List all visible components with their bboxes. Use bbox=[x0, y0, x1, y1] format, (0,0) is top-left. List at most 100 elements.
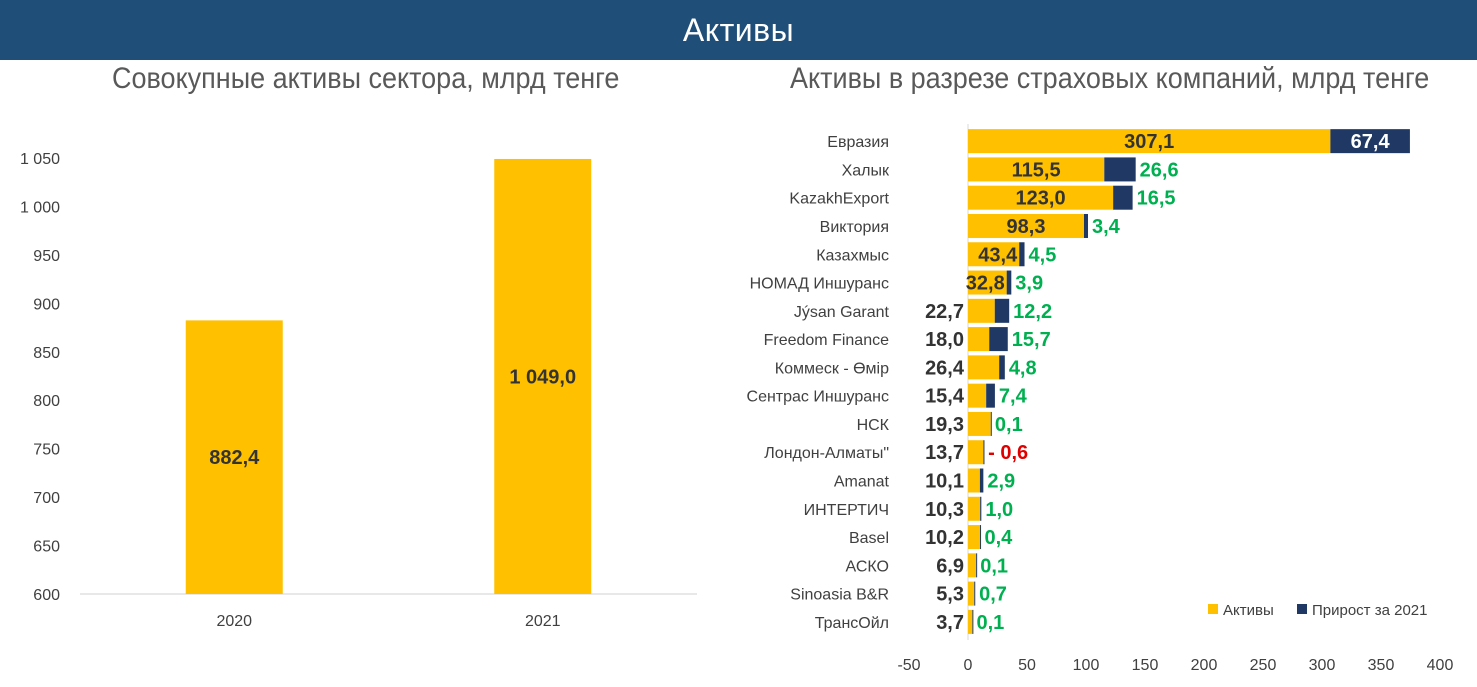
assets-bar bbox=[968, 129, 1331, 154]
company-label: Freedom Finance bbox=[764, 332, 889, 349]
y-tick-label: 700 bbox=[33, 490, 60, 507]
x-tick-label: 300 bbox=[1309, 657, 1336, 674]
growth-value-label: 7,4 bbox=[999, 386, 1028, 408]
growth-bar bbox=[1113, 185, 1133, 210]
x-tick-label: 100 bbox=[1073, 657, 1100, 674]
assets-bar bbox=[968, 440, 985, 465]
total-assets-chart: 600 650 700 750 800 850 900 950 1 000 1 050 882,4 2… bbox=[20, 151, 697, 630]
growth-value-label: 0,1 bbox=[976, 612, 1004, 634]
y-tick-label: 850 bbox=[33, 345, 60, 362]
growth-bar bbox=[980, 525, 982, 550]
growth-bar bbox=[989, 327, 1008, 352]
growth-value-label: 0,4 bbox=[985, 527, 1014, 549]
growth-bar bbox=[1083, 213, 1089, 238]
x-tick-label: 2021 bbox=[525, 613, 561, 630]
company-label: Коммеск - Өмір bbox=[775, 360, 889, 377]
assets-value-label: 5,3 bbox=[936, 584, 964, 606]
growth-value-label: 26,6 bbox=[1140, 159, 1179, 181]
growth-value-label: 1,0 bbox=[985, 499, 1013, 521]
growth-bar bbox=[983, 440, 985, 465]
y-tick-label: 600 bbox=[33, 587, 60, 604]
banner-title: Активы bbox=[682, 11, 795, 48]
assets-value-label: 22,7 bbox=[925, 301, 964, 323]
assets-value-label: 13,7 bbox=[925, 442, 964, 464]
company-label: Jýsan Garant bbox=[794, 304, 890, 321]
assets-value-label: 115,5 bbox=[1012, 159, 1061, 181]
assets-value-label: 18,0 bbox=[925, 329, 964, 351]
growth-value-label: 2,9 bbox=[987, 471, 1015, 493]
assets-bar bbox=[968, 525, 981, 550]
bar bbox=[494, 158, 592, 595]
assets-bar bbox=[968, 553, 977, 578]
assets-bar bbox=[968, 213, 1084, 238]
x-tick-label: 250 bbox=[1250, 657, 1277, 674]
growth-bar bbox=[974, 581, 976, 606]
company-label: Сентрас Иншуранс bbox=[747, 389, 889, 406]
assets-bar bbox=[968, 298, 995, 323]
x-tick-label: 150 bbox=[1132, 657, 1159, 674]
growth-value-label: - 0,6 bbox=[988, 442, 1028, 464]
bar bbox=[185, 320, 283, 594]
y-tick-label: 800 bbox=[33, 393, 60, 410]
growth-value-label: 12,2 bbox=[1013, 301, 1052, 323]
x-tick-label: 50 bbox=[1018, 657, 1036, 674]
growth-value-label: 4,8 bbox=[1009, 357, 1037, 379]
x-tick-label: 200 bbox=[1191, 657, 1218, 674]
assets-value-label: 3,7 bbox=[936, 612, 964, 634]
assets-value-label: 19,3 bbox=[925, 414, 964, 436]
x-tick-label: 0 bbox=[964, 657, 973, 674]
company-label: Казахмыс bbox=[816, 247, 889, 264]
y-tick-label: 950 bbox=[33, 248, 60, 265]
assets-bar bbox=[968, 468, 980, 493]
company-label: НСК bbox=[857, 417, 890, 434]
assets-value-label: 123,0 bbox=[1016, 188, 1066, 210]
right-chart-title: Активы в разрезе страховых компаний, млр… bbox=[790, 62, 1430, 95]
legend-label-assets: Активы bbox=[1223, 602, 1274, 619]
company-label: Халык bbox=[842, 162, 890, 179]
company-label: Лондон-Алматы" bbox=[764, 445, 889, 462]
growth-value-label: 0,7 bbox=[979, 584, 1007, 606]
assets-value-label: 26,4 bbox=[925, 357, 965, 379]
growth-bar bbox=[994, 298, 1010, 323]
growth-bar bbox=[976, 553, 978, 578]
assets-value-label: 43,4 bbox=[978, 244, 1018, 266]
assets-bar bbox=[968, 185, 1114, 210]
growth-value-label: 16,5 bbox=[1137, 188, 1176, 210]
x-tick-label: 2020 bbox=[216, 613, 252, 630]
growth-value-label: 0,1 bbox=[995, 414, 1023, 436]
section-banner: Активы bbox=[0, 0, 1477, 60]
growth-bar bbox=[1019, 242, 1025, 267]
y-tick-label: 650 bbox=[33, 539, 60, 556]
assets-value-label: 10,3 bbox=[925, 499, 964, 521]
growth-bar bbox=[972, 609, 974, 634]
company-label: ТрансОйл bbox=[815, 615, 889, 632]
y-tick-label: 1 050 bbox=[20, 151, 60, 168]
assets-value-label: 15,4 bbox=[925, 386, 965, 408]
assets-bar bbox=[968, 157, 1105, 182]
company-label: ИНТЕРТИЧ bbox=[804, 502, 889, 519]
company-label: Sinoasia B&R bbox=[790, 587, 889, 604]
company-label: НОМАД Иншуранс bbox=[750, 276, 889, 293]
growth-bar bbox=[1006, 270, 1012, 295]
assets-value-label: 6,9 bbox=[936, 555, 964, 577]
assets-bar bbox=[968, 383, 987, 408]
growth-value-label: 67,4 bbox=[1351, 131, 1391, 153]
growth-bar bbox=[990, 411, 992, 436]
growth-bar bbox=[979, 468, 984, 493]
legend-label-growth: Прирост за 2021 bbox=[1312, 602, 1427, 619]
assets-bar bbox=[968, 355, 1000, 380]
company-label: АСКО bbox=[846, 558, 889, 575]
legend-swatch-growth bbox=[1297, 604, 1307, 614]
y-tick-label: 1 000 bbox=[20, 199, 60, 216]
growth-value-label: 15,7 bbox=[1012, 329, 1051, 351]
company-label: Basel bbox=[849, 530, 889, 547]
assets-bar bbox=[968, 327, 990, 352]
assets-bar bbox=[968, 496, 981, 521]
assets-bar bbox=[968, 609, 973, 634]
left-chart-title: Совокупные активы сектора, млрд тенге bbox=[112, 62, 620, 95]
assets-value-label: 98,3 bbox=[1007, 216, 1046, 238]
y-tick-label: 750 bbox=[33, 442, 60, 459]
company-label: Amanat bbox=[834, 474, 890, 491]
bar-value-label: 882,4 bbox=[209, 447, 260, 469]
